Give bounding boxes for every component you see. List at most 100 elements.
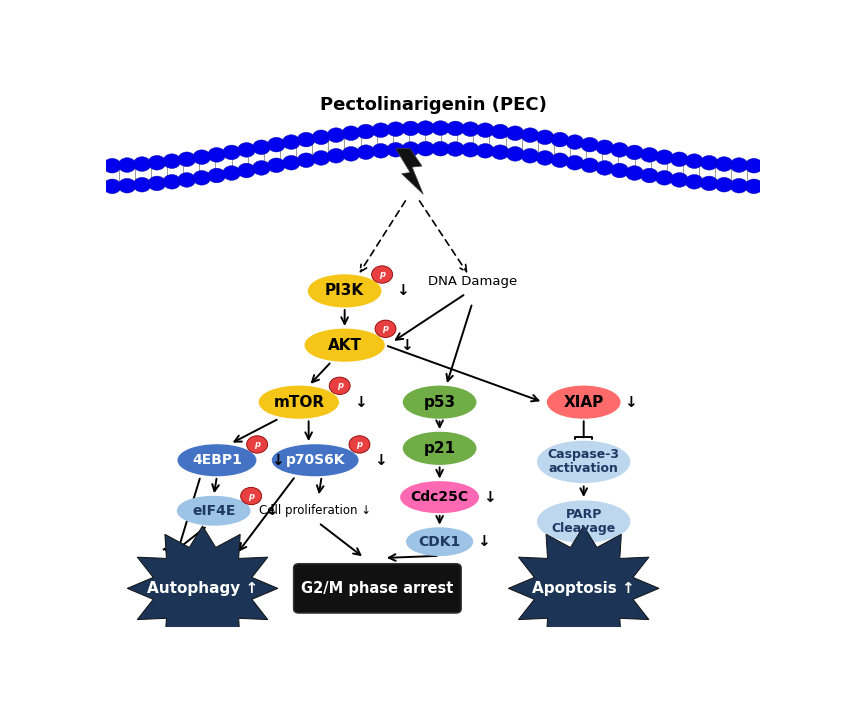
Text: ↓: ↓ — [271, 453, 284, 467]
Circle shape — [371, 123, 389, 137]
Circle shape — [268, 137, 285, 152]
Circle shape — [714, 178, 732, 192]
Circle shape — [297, 133, 315, 147]
Circle shape — [744, 179, 762, 194]
Circle shape — [387, 142, 404, 157]
Circle shape — [241, 487, 262, 505]
Circle shape — [669, 173, 687, 188]
Circle shape — [268, 158, 285, 173]
Circle shape — [133, 157, 151, 171]
Ellipse shape — [259, 386, 338, 418]
Circle shape — [476, 123, 494, 137]
Text: ↓: ↓ — [483, 490, 495, 505]
Circle shape — [491, 124, 508, 139]
Circle shape — [297, 153, 315, 168]
Text: p: p — [382, 324, 388, 333]
Circle shape — [655, 150, 673, 164]
Circle shape — [461, 142, 479, 157]
Circle shape — [208, 147, 225, 162]
Text: Autophagy ↑: Autophagy ↑ — [147, 581, 258, 596]
Circle shape — [282, 135, 300, 149]
Circle shape — [550, 153, 568, 168]
Circle shape — [282, 155, 300, 170]
Text: ↓: ↓ — [354, 395, 366, 410]
Circle shape — [357, 145, 374, 159]
Ellipse shape — [407, 528, 472, 556]
Circle shape — [178, 173, 196, 188]
Circle shape — [565, 155, 583, 170]
Circle shape — [640, 168, 657, 183]
Text: mTOR: mTOR — [273, 395, 324, 410]
Ellipse shape — [178, 445, 255, 475]
Circle shape — [192, 171, 210, 185]
Text: 4EBP1: 4EBP1 — [192, 453, 241, 467]
Circle shape — [252, 140, 270, 154]
Circle shape — [521, 128, 538, 142]
Text: Cdc25C: Cdc25C — [410, 490, 468, 504]
Circle shape — [700, 176, 717, 191]
Text: DNA Damage: DNA Damage — [427, 275, 517, 288]
Circle shape — [610, 163, 628, 178]
Circle shape — [714, 157, 732, 171]
Ellipse shape — [308, 275, 380, 307]
Circle shape — [506, 147, 523, 161]
Circle shape — [327, 128, 344, 142]
Text: PI3K: PI3K — [325, 283, 364, 298]
Ellipse shape — [401, 482, 478, 513]
Circle shape — [565, 135, 583, 149]
Circle shape — [625, 166, 642, 180]
Polygon shape — [508, 526, 658, 651]
Text: PARP
Cleavage: PARP Cleavage — [551, 508, 615, 535]
Text: ↓: ↓ — [476, 534, 490, 549]
Ellipse shape — [305, 329, 383, 361]
Text: CDK1: CDK1 — [418, 534, 460, 548]
Circle shape — [700, 155, 717, 170]
Circle shape — [402, 142, 419, 157]
Circle shape — [312, 130, 329, 145]
Text: ↓: ↓ — [624, 395, 636, 410]
Circle shape — [371, 144, 389, 158]
Circle shape — [327, 149, 344, 163]
Ellipse shape — [273, 445, 357, 475]
Text: AKT: AKT — [327, 338, 361, 352]
Circle shape — [357, 124, 374, 139]
Text: p70S6K: p70S6K — [285, 453, 344, 467]
Circle shape — [521, 149, 538, 163]
Circle shape — [237, 142, 255, 157]
Circle shape — [342, 147, 360, 161]
Text: p: p — [356, 440, 362, 449]
Circle shape — [349, 436, 370, 453]
Text: p: p — [379, 270, 385, 279]
Circle shape — [103, 179, 121, 194]
Ellipse shape — [547, 386, 619, 418]
Ellipse shape — [403, 386, 475, 418]
Circle shape — [610, 142, 628, 157]
Circle shape — [118, 178, 136, 193]
Circle shape — [729, 158, 747, 173]
Ellipse shape — [538, 501, 629, 542]
Circle shape — [103, 159, 121, 173]
Text: Pectolinarigenin (PEC): Pectolinarigenin (PEC) — [319, 96, 546, 114]
Circle shape — [640, 147, 657, 162]
Text: Cell proliferation ↓: Cell proliferation ↓ — [259, 504, 371, 517]
Circle shape — [133, 178, 151, 192]
Circle shape — [491, 145, 508, 159]
Text: ↓: ↓ — [373, 453, 387, 467]
Ellipse shape — [403, 433, 475, 464]
Circle shape — [669, 152, 687, 166]
Circle shape — [237, 163, 255, 178]
Polygon shape — [395, 149, 423, 195]
Circle shape — [375, 320, 396, 338]
Circle shape — [550, 133, 568, 147]
Circle shape — [416, 121, 434, 135]
Circle shape — [342, 126, 360, 140]
Text: p: p — [336, 381, 343, 391]
Text: p53: p53 — [423, 395, 455, 410]
Circle shape — [506, 126, 523, 140]
Circle shape — [431, 121, 449, 135]
Circle shape — [163, 154, 181, 168]
Ellipse shape — [538, 441, 629, 482]
Circle shape — [536, 151, 553, 165]
Circle shape — [580, 137, 598, 152]
Circle shape — [595, 140, 613, 154]
